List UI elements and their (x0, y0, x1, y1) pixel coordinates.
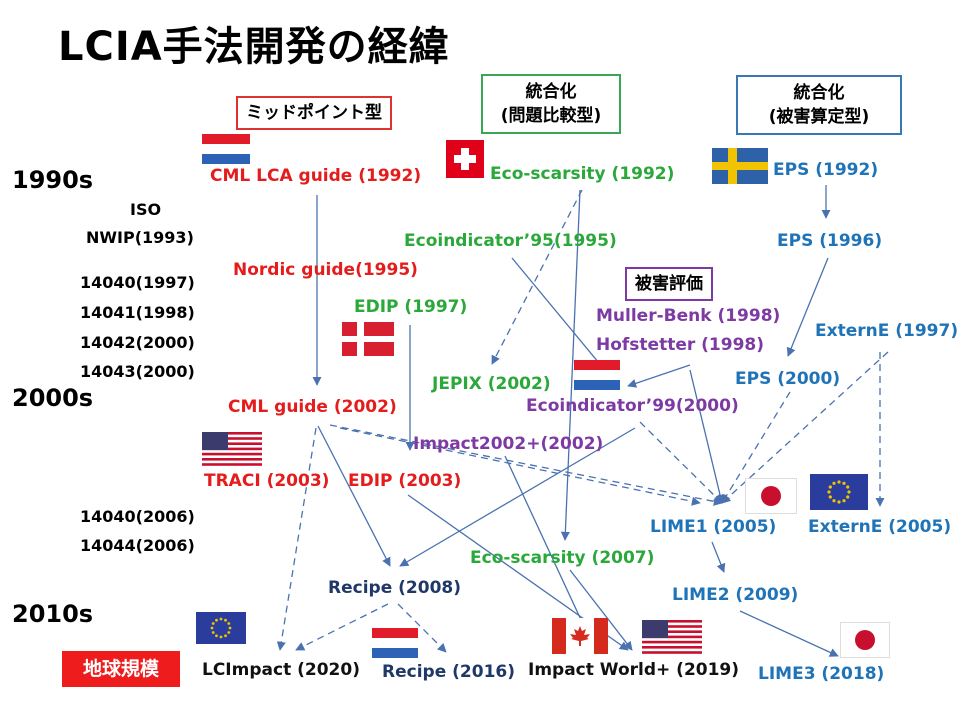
integrated-damage-line1: 統合化 (793, 83, 845, 103)
netherlands-flag (372, 628, 418, 658)
iso-14044: 14044(2006) (80, 536, 195, 555)
arrow-eps96-to-eps2000 (786, 257, 829, 357)
arrow-eco2007-to-iw (569, 569, 633, 651)
integrated-damage-line2: (被害算定型) (768, 107, 870, 127)
iso-14040-1997: 14040(1997) (80, 273, 195, 292)
iso-14042: 14042(2000) (80, 333, 195, 352)
node-nordic-guide: Nordic guide(1995) (233, 260, 418, 280)
node-ecoindicator99: Ecoindicator’99(2000) (526, 396, 739, 416)
node-externe-2005: ExternE (2005) (808, 517, 952, 537)
japan-flag (840, 622, 890, 658)
node-traci: TRACI (2003) (204, 471, 330, 491)
integrated-comparison-box: 統合化 (問題比較型) (481, 74, 621, 134)
node-recipe-2016: Recipe (2016) (382, 662, 515, 682)
arrow-lime1-to-lime2 (711, 541, 726, 573)
japan-flag (745, 478, 797, 514)
arrow-eco92-to-eco2007 (560, 189, 581, 541)
arrow-recipe08-to-lcimpact (295, 603, 389, 651)
sweden-flag (712, 148, 768, 184)
integrated-comparison-line2: (問題比較型) (500, 106, 602, 126)
arrow-eco92-to-jepix (491, 189, 583, 365)
arrow-cml2002-to-lime1 (329, 424, 723, 506)
node-ecoindicator95: Ecoindicator’95(1995) (404, 231, 617, 251)
iso-14041: 14041(1998) (80, 303, 195, 322)
node-eps-1992: EPS (1992) (773, 160, 879, 180)
arrow-cml2002-to-lcimpact (276, 427, 317, 651)
global-scale-badge: 地球規模 (62, 651, 180, 687)
usa-flag (202, 432, 262, 466)
node-edip-2003: EDIP (2003) (348, 471, 462, 491)
node-impact-world: Impact World+ (2019) (528, 660, 740, 680)
iso-nwip: NWIP(1993) (86, 228, 194, 247)
iso-14040-2006: 14040(2006) (80, 507, 195, 526)
node-recipe-2008: Recipe (2008) (328, 578, 461, 598)
node-edip-1997: EDIP (1997) (354, 297, 468, 317)
integrated-damage-box: 統合化 (被害算定型) (736, 75, 902, 135)
eu-flag (196, 612, 246, 644)
decade-1990s: 1990s (12, 166, 94, 194)
netherlands-flag (202, 134, 250, 164)
node-hofstetter: Hofstetter (1998) (596, 335, 765, 355)
node-eco-scarsity-2007: Eco-scarsity (2007) (470, 548, 655, 568)
arrow-externe-to-lime1 (721, 351, 889, 504)
arrow-eco99-to-recipe (399, 427, 636, 567)
decade-2010s: 2010s (12, 600, 94, 628)
integrated-comparison-line1: 統合化 (525, 82, 577, 102)
iso-label: ISO (130, 200, 162, 219)
damage-category-box: 被害評価 (625, 267, 713, 301)
netherlands-flag (574, 360, 620, 390)
node-lime2: LIME2 (2009) (672, 585, 799, 605)
midpoint-category-box: ミッドポイント型 (236, 96, 392, 130)
switzerland-flag (446, 140, 484, 178)
node-lime3: LIME3 (2018) (758, 664, 885, 684)
node-lcimpact: LCImpact (2020) (202, 660, 360, 680)
arrow-lime2-to-lime3 (739, 610, 839, 657)
node-eps-2000: EPS (2000) (735, 369, 841, 389)
node-externe-1997: ExternE (1997) (815, 321, 958, 341)
arrow-impact-to-iw (504, 455, 596, 651)
arrow-hofstetter-to-eco99 (627, 364, 691, 388)
canada-flag (552, 618, 608, 654)
arrow-eco99-to-lime1 (689, 369, 725, 504)
node-impact2002: Impact2002+(2002) (413, 434, 604, 454)
node-lime1: LIME1 (2005) (650, 517, 777, 537)
arrow-eco99-to-lime1-d (639, 421, 723, 504)
usa-flag (642, 620, 702, 654)
node-muller-benk: Muller-Benk (1998) (596, 306, 781, 326)
denmark-flag (342, 322, 394, 356)
decade-2000s: 2000s (12, 384, 94, 412)
node-eps-1996: EPS (1996) (777, 231, 883, 251)
node-jepix: JEPIX (2002) (432, 374, 551, 394)
arrow-cml2002-to-recipe (317, 425, 391, 567)
eu-flag (810, 474, 868, 510)
page-title: LCIA手法開発の経緯 (58, 24, 450, 70)
node-cml-guide-2002: CML guide (2002) (228, 397, 397, 417)
arrow-eps2000-to-lime1 (721, 391, 791, 504)
iso-14043: 14043(2000) (80, 362, 195, 381)
node-eco-scarsity-1992: Eco-scarsity (1992) (490, 164, 675, 184)
arrow-cml2002-to-lime1-d2 (339, 427, 701, 506)
node-cml-lca-guide: CML LCA guide (1992) (210, 166, 422, 186)
